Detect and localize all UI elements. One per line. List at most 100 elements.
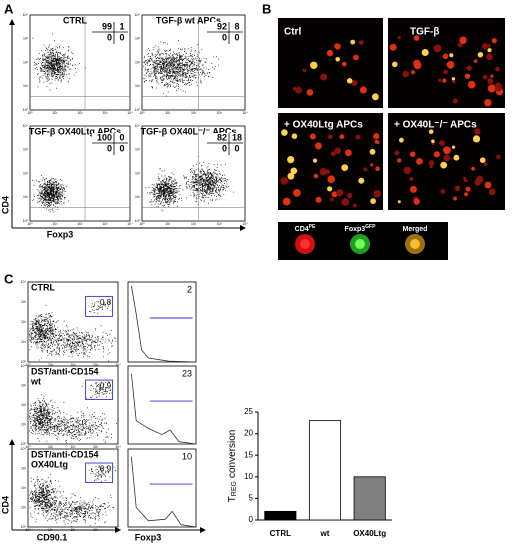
dot — [161, 191, 163, 193]
dot — [204, 190, 206, 192]
dot — [178, 63, 180, 65]
log-tick-label: 10⁰ — [27, 222, 33, 226]
dot — [170, 184, 172, 185]
dot — [52, 200, 54, 202]
log-tick-label: 10² — [23, 60, 29, 64]
dot — [31, 342, 32, 343]
dot — [193, 60, 194, 62]
dot — [59, 64, 61, 65]
dot — [47, 185, 49, 187]
dot — [169, 194, 170, 196]
dot — [86, 332, 88, 334]
dot — [45, 65, 47, 66]
dot — [42, 335, 44, 336]
dot — [172, 64, 174, 66]
dot — [207, 169, 209, 171]
dot — [202, 197, 204, 199]
dot — [51, 76, 53, 77]
dot — [224, 185, 226, 187]
dot — [178, 71, 179, 73]
dot — [164, 191, 165, 193]
dot — [156, 59, 157, 61]
dot — [40, 339, 42, 341]
cell — [290, 167, 298, 175]
dot — [156, 54, 157, 56]
dot — [201, 177, 203, 179]
dot — [166, 186, 167, 188]
dot — [62, 59, 64, 61]
dot — [190, 182, 192, 183]
dot — [181, 69, 183, 70]
dot — [163, 74, 165, 76]
dot — [168, 204, 169, 205]
dot — [158, 64, 160, 65]
cell — [431, 139, 435, 144]
dot — [40, 200, 42, 202]
dot — [169, 49, 171, 51]
dot — [162, 61, 163, 63]
dot — [181, 70, 183, 71]
dot — [50, 333, 52, 335]
dot — [87, 338, 88, 340]
dot — [213, 182, 215, 184]
dot — [68, 60, 70, 62]
dot — [52, 55, 53, 57]
dot — [206, 173, 208, 175]
dot — [217, 173, 219, 175]
dot — [45, 67, 47, 69]
dot — [80, 337, 81, 339]
dot — [66, 331, 67, 332]
dot — [83, 356, 84, 358]
cell — [327, 175, 336, 183]
dot — [52, 190, 53, 192]
dot — [161, 170, 163, 172]
dot — [41, 336, 42, 338]
dot — [176, 68, 178, 70]
dot — [112, 339, 113, 341]
dot — [33, 325, 35, 327]
quadrant-box — [92, 133, 128, 155]
plot-title: CTRL — [63, 15, 87, 25]
dot — [54, 40, 55, 42]
dot — [43, 321, 45, 322]
dot — [62, 333, 64, 335]
dot — [165, 68, 166, 69]
dot — [81, 332, 83, 334]
cell — [442, 53, 449, 60]
dot — [51, 312, 53, 314]
dot — [37, 321, 38, 323]
dot — [192, 63, 193, 64]
dot — [192, 177, 193, 178]
dot — [48, 190, 50, 192]
dot — [165, 186, 167, 188]
dot — [162, 67, 164, 69]
dot — [183, 175, 184, 177]
dot — [37, 86, 39, 88]
dot — [53, 333, 54, 335]
dot — [45, 196, 47, 198]
dot — [209, 191, 211, 192]
dot — [218, 186, 219, 188]
dot — [170, 192, 172, 194]
dot — [214, 195, 215, 196]
dot — [45, 46, 47, 48]
dot — [143, 65, 144, 67]
dot — [198, 191, 200, 193]
dot — [68, 49, 69, 51]
dot — [202, 190, 203, 192]
dot — [176, 67, 178, 69]
dot — [188, 79, 189, 80]
dot — [154, 203, 156, 205]
dot — [40, 334, 42, 335]
dot — [155, 75, 157, 77]
dot — [164, 185, 166, 187]
dot — [42, 327, 44, 328]
dot — [44, 194, 45, 196]
dot — [164, 60, 166, 61]
dot — [66, 325, 67, 326]
dot — [84, 337, 85, 339]
dot — [44, 205, 45, 206]
dot — [175, 196, 177, 197]
dot — [179, 79, 180, 80]
dot — [51, 197, 52, 199]
